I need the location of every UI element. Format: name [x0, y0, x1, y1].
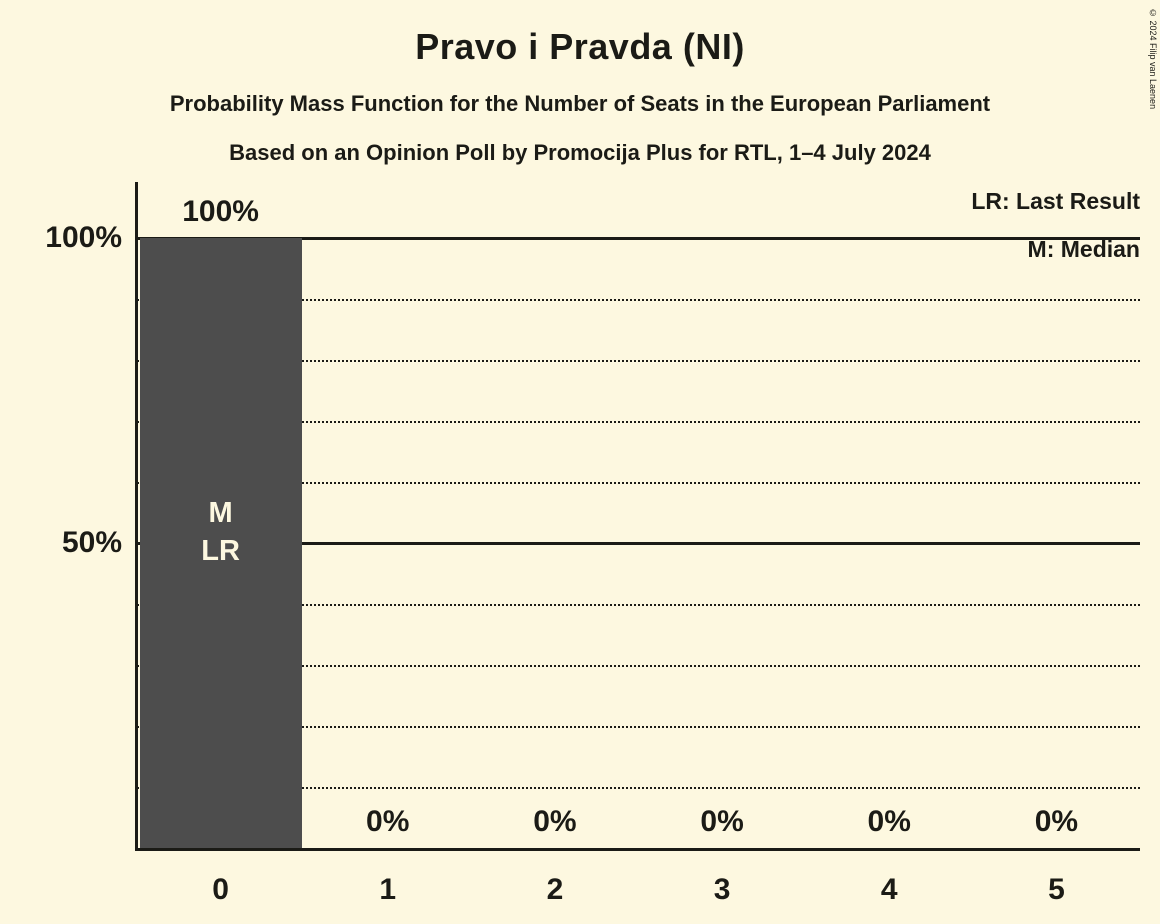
gridline-dotted-60 [137, 482, 1140, 484]
value-label-3: 0% [700, 805, 744, 838]
gridline-dotted-10 [137, 787, 1140, 789]
value-label-2: 0% [533, 805, 577, 838]
gridline-dotted-90 [137, 299, 1140, 301]
plot-area: M LR 100% 0 0% 1 0% 2 0% 3 0% 4 0% 5 [137, 195, 1140, 906]
x-tick-label-5: 5 [1048, 873, 1065, 906]
y-axis-labels: 100% 50% [0, 221, 122, 848]
legend-last-result: LR: Last Result [971, 188, 1140, 214]
copyright-notice: © 2024 Filip van Laenen [1148, 8, 1158, 110]
x-tick-label-4: 4 [880, 873, 898, 906]
x-tick-label-0: 0 [212, 873, 229, 906]
chart-subtitle: Probability Mass Function for the Number… [169, 91, 991, 116]
x-axis-line [135, 848, 1140, 851]
gridline-dotted-30 [137, 665, 1140, 667]
value-label-5: 0% [1034, 805, 1079, 838]
x-tick-label-2: 2 [546, 873, 564, 906]
x-tick-label-3: 3 [713, 873, 731, 906]
value-label-4: 0% [867, 805, 911, 838]
legend-median: M: Median [1027, 236, 1140, 262]
chart-subtitle-poll: Based on an Opinion Poll by Promocija Pl… [229, 140, 931, 165]
y-tick-label-50: 50% [61, 526, 122, 559]
gridline-solid-50 [137, 542, 1140, 545]
x-tick-label-1: 1 [379, 873, 397, 906]
gridline-solid-100 [137, 237, 1140, 240]
gridline-dotted-70 [137, 421, 1140, 423]
bar-seats-0: M LR [139, 238, 302, 848]
gridline-dotted-80 [137, 360, 1140, 362]
gridline-dotted-40 [137, 604, 1140, 606]
y-axis-line [135, 182, 138, 851]
chart-title: Pravo i Pravda (NI) [415, 26, 745, 67]
bar-annotation-0: M LR [201, 497, 240, 568]
value-label-0: 100% [182, 195, 259, 228]
y-tick-label-100: 100% [45, 221, 122, 254]
value-label-1: 0% [366, 805, 410, 838]
gridline-dotted-20 [137, 726, 1140, 728]
